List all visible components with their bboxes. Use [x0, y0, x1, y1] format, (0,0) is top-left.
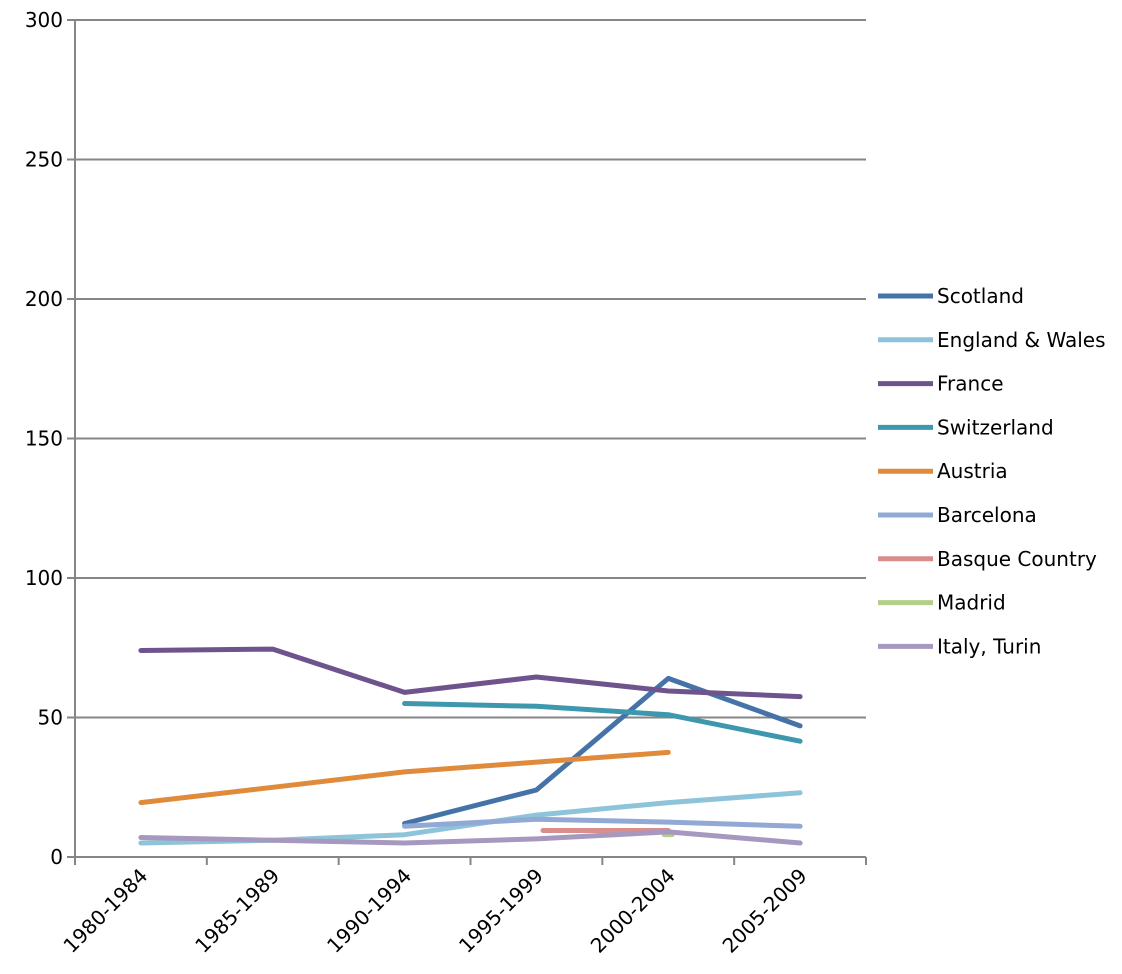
legend-label-austria: Austria — [937, 459, 1008, 483]
series-line-scotland — [402, 675, 803, 826]
series-line-austria — [138, 749, 671, 806]
x-tick-label: 1995-1999 — [454, 864, 548, 958]
legend-label-italy-turin: Italy, Turin — [937, 634, 1041, 658]
axes — [67, 20, 867, 865]
y-tick-label: 150 — [25, 427, 63, 451]
x-tick-label: 2005-2009 — [718, 864, 812, 958]
y-tick-label: 250 — [25, 148, 63, 172]
x-tick-label: 2000-2004 — [586, 864, 680, 958]
legend-label-madrid: Madrid — [937, 591, 1006, 615]
legend-label-switzerland: Switzerland — [937, 415, 1054, 439]
series-line-switzerland — [402, 701, 803, 744]
series-line-barcelona — [402, 816, 803, 829]
x-tick-label: 1990-1994 — [322, 864, 416, 958]
x-tick-label: 1985-1989 — [190, 864, 284, 958]
legend-label-basque-country: Basque Country — [937, 547, 1097, 571]
legend-label-england-wales: England & Wales — [937, 328, 1106, 352]
series-line-france — [138, 646, 803, 700]
legend-label-barcelona: Barcelona — [937, 503, 1037, 527]
x-tick-label: 1980-1984 — [58, 864, 152, 958]
legend: Scotland England & Wales France Switzerland… — [878, 284, 1106, 658]
legend-label-france: France — [937, 372, 1004, 396]
gridlines — [67, 19, 866, 719]
y-tick-label: 300 — [25, 8, 63, 32]
series-line-italy-turin — [138, 829, 803, 846]
legend-label-scotland: Scotland — [937, 284, 1024, 308]
y-tick-label: 50 — [38, 706, 63, 730]
series-lines — [138, 646, 803, 846]
y-tick-label: 0 — [50, 845, 63, 869]
y-tick-label: 200 — [25, 287, 63, 311]
y-tick-label: 100 — [25, 566, 63, 590]
y-axis-ticks: 0 50 100 150 200 250 300 — [25, 8, 63, 869]
x-axis-ticks: 1980-1984 1985-1989 1990-1994 1995-1999 2000… — [58, 864, 811, 958]
